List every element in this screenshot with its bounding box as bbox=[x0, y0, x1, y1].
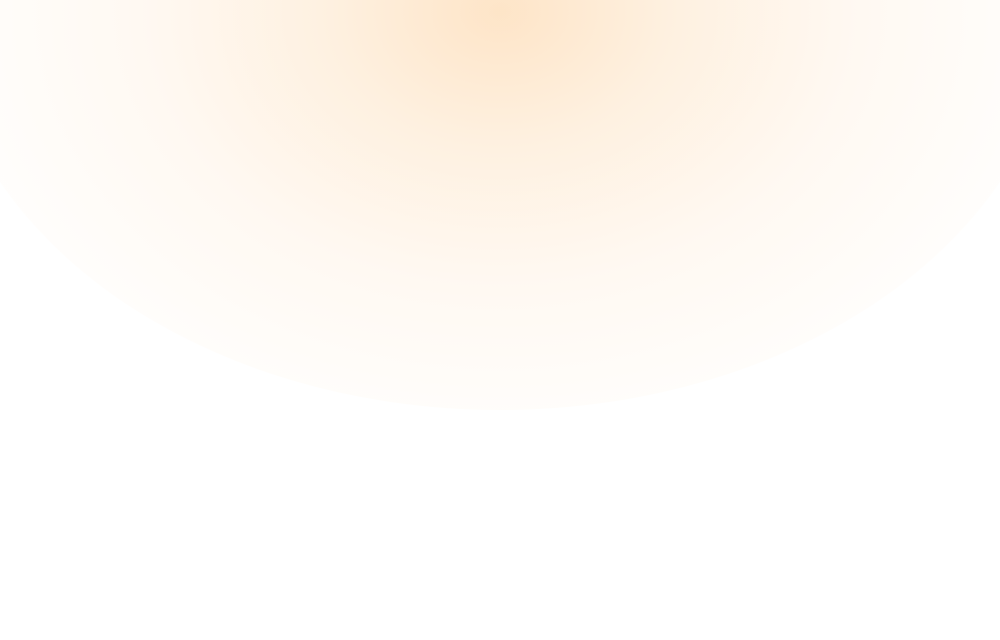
decorative-gradient-glow bbox=[0, 0, 1000, 410]
